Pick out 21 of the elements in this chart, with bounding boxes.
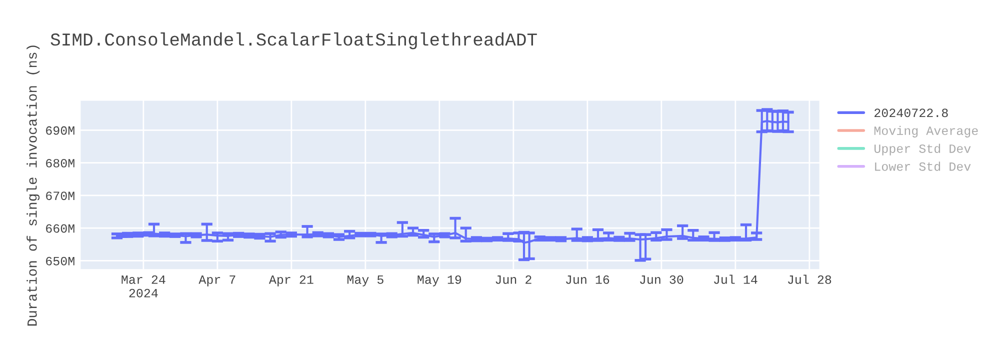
x-tick-label: Jul 14	[714, 274, 758, 284]
x-tick-label: May 5	[347, 276, 384, 286]
x-tick-label: Jun 30	[640, 275, 684, 284]
x-tick-label: Jun 2	[496, 275, 532, 284]
chart-title: SIMD.ConsoleMandel.ScalarFloatSinglethreadADT	[50, 32, 537, 50]
y-tick-label: 660M	[46, 224, 74, 233]
y-tick-label: 690M	[46, 126, 74, 135]
legend-label: 20240722.8	[874, 108, 948, 118]
legend-label: Moving Average	[874, 126, 978, 138]
x-tick-label: Jul 28	[788, 274, 832, 284]
y-tick-label: 680M	[46, 158, 74, 168]
y-tick-label: 670M	[46, 192, 74, 200]
x-tick-label: May 19	[418, 275, 462, 286]
x-tick-label: Apr 7	[198, 276, 236, 286]
y-axis-title: Duration of single invocation (ns)	[26, 46, 40, 326]
x-tick-label: Apr 21	[268, 275, 314, 286]
x-tick-label: Mar 24 2024	[122, 275, 166, 298]
legend-label: Lower Std Dev	[875, 162, 971, 171]
x-tick-label: Jun 16	[566, 275, 610, 284]
legend-label: Upper Std Dev	[874, 144, 971, 156]
y-tick-label: 650M	[46, 256, 74, 266]
